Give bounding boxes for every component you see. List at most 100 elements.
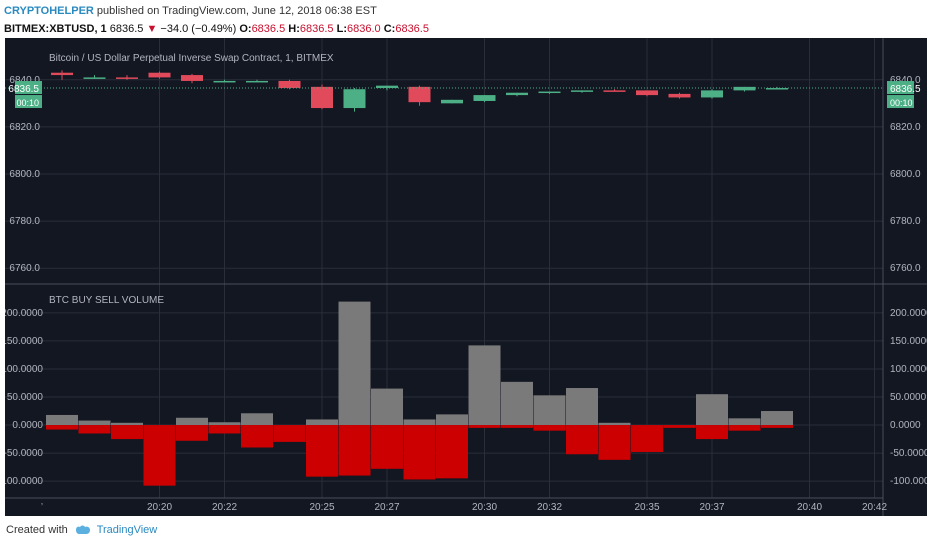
candle-body xyxy=(538,91,561,94)
chart-svg[interactable]: Bitcoin / US Dollar Perpetual Inverse Sw… xyxy=(0,38,932,516)
sell-volume-bar xyxy=(403,425,436,480)
sell-volume-bar xyxy=(761,425,793,428)
buy-volume-bar xyxy=(696,394,728,426)
time-tick-label: 20:40 xyxy=(797,502,822,513)
price-tick-label: 6780.0 xyxy=(890,216,921,227)
candle-body xyxy=(376,85,398,89)
candles xyxy=(5,70,883,112)
last-price-marker xyxy=(887,81,914,95)
candle-body xyxy=(148,72,171,78)
open-value: 6836.5 xyxy=(251,23,286,35)
countdown-marker xyxy=(887,95,914,109)
candle-body xyxy=(506,92,528,96)
price-tick-label: 6840.0 xyxy=(890,75,921,86)
buy-volume-bar xyxy=(533,395,566,426)
time-tick-label: 20:30 xyxy=(472,502,497,513)
candle-body xyxy=(116,77,138,79)
candle-body xyxy=(181,75,203,81)
candle-body xyxy=(51,72,73,76)
buy-volume-bar xyxy=(176,417,208,426)
sell-volume-bar xyxy=(663,425,696,428)
volume-tick-label: 100.0000 xyxy=(5,364,43,375)
buy-volume-bar xyxy=(501,381,533,426)
footer: Created with TradingView xyxy=(6,524,157,544)
sell-volume-bar xyxy=(728,425,761,431)
sell-volume-bar xyxy=(631,425,663,452)
author-link[interactable]: CRYPTOHELPER xyxy=(4,5,94,17)
sell-volume-bar xyxy=(533,425,566,431)
volume-tick-label: -100.0000 xyxy=(5,476,43,487)
buy-volume-bar xyxy=(566,388,598,426)
candle-body xyxy=(473,95,496,101)
volume-tick-label: 50.0000 xyxy=(7,392,44,403)
change-down-icon: ▼ xyxy=(146,23,158,35)
buy-volume-bar xyxy=(241,413,273,426)
candle-body xyxy=(766,88,788,90)
volume-tick-label: 200.0000 xyxy=(5,308,43,319)
sell-volume-bar xyxy=(501,425,533,428)
low-value: 6836.0 xyxy=(347,23,381,35)
sell-volume-bar xyxy=(696,425,728,440)
chart-area[interactable]: Bitcoin / US Dollar Perpetual Inverse Sw… xyxy=(0,38,932,516)
sell-volume-bar xyxy=(46,425,78,430)
close-label: C: xyxy=(383,23,396,35)
price-axis: 6840.0 6840.0 6820.0 6820.0 6800.0 6800.0 6780… xyxy=(8,75,921,274)
volume-tick-label: 200.0000 xyxy=(890,308,927,319)
buy-volume-bar xyxy=(436,414,468,426)
created-with-text: Created with xyxy=(6,524,68,536)
time-tick-label: ʼ xyxy=(41,502,43,512)
sell-volume-bar xyxy=(566,425,598,455)
volume-tick-label: 0.0000 xyxy=(890,420,921,431)
buy-volume-bar xyxy=(46,414,78,426)
time-tick-label: 20:32 xyxy=(537,502,562,513)
low-label: L: xyxy=(336,23,347,35)
symbol-name[interactable]: BITMEX:XBTUSD, 1 xyxy=(4,23,107,35)
volume-tick-label: 100.0000 xyxy=(890,364,927,375)
buy-volume-bar xyxy=(338,301,371,426)
sell-volume-bar xyxy=(598,425,631,460)
buy-volume-bar xyxy=(761,411,793,426)
last-price: 6836.5 xyxy=(109,23,144,35)
time-tick-label: 20:37 xyxy=(699,502,724,513)
volume-pane-title: BTC BUY SELL VOLUME xyxy=(49,295,164,306)
last-price-marker-label: 6836.5 xyxy=(8,84,39,95)
tradingview-link[interactable]: TradingView xyxy=(96,524,158,536)
countdown-marker xyxy=(15,95,42,109)
close-value: 6836.5 xyxy=(395,23,429,35)
candle-body xyxy=(733,86,756,91)
candle-body xyxy=(343,89,366,109)
sell-volume-bar xyxy=(143,425,176,486)
sell-volume-bar xyxy=(241,425,273,448)
sell-volume-bar xyxy=(371,425,403,469)
buy-volume-bar xyxy=(78,420,111,426)
sell-volume-bar xyxy=(468,425,501,428)
sell-volume-bar xyxy=(306,425,338,477)
time-tick-label: 20:35 xyxy=(634,502,659,513)
time-tick-label: 20:42 xyxy=(862,502,887,513)
sell-volume-bar xyxy=(208,425,241,434)
candle-body xyxy=(603,90,626,92)
candle-body xyxy=(408,86,431,103)
sell-volume-bar xyxy=(436,425,468,479)
price-tick-label: 6760.0 xyxy=(890,263,921,274)
candle-body xyxy=(278,80,301,89)
sell-volume-bar xyxy=(273,425,306,442)
price-tick-label: 6820.0 xyxy=(890,122,921,133)
sell-volume-bar xyxy=(338,425,371,476)
volume-tick-label: 50.0000 xyxy=(890,392,927,403)
publish-text: published on TradingView.com, June 12, 2… xyxy=(96,5,377,17)
last-price-marker xyxy=(15,81,42,95)
candle-body xyxy=(83,77,106,79)
price-tick-label: 6800.0 xyxy=(9,169,40,180)
buy-volume-bar xyxy=(111,422,143,426)
last-price-marker-label: 6836.5 xyxy=(890,84,921,95)
volume-axis: 200.0000 200.0000 150.0000 150.0000 100.0000… xyxy=(0,308,932,487)
time-axis: ʼ 20:20 20:22 20:25 20:27 20:30 20:32 20:35 20:3… xyxy=(41,502,887,513)
sell-volume-bar xyxy=(111,425,143,440)
time-tick-label: 20:22 xyxy=(212,502,237,513)
buy-volume-bar xyxy=(306,419,338,426)
time-tick-label: 20:25 xyxy=(309,502,334,513)
high-value: 6836.5 xyxy=(299,23,334,35)
volume-tick-label: 150.0000 xyxy=(890,336,927,347)
buy-volume-bar xyxy=(208,422,241,426)
